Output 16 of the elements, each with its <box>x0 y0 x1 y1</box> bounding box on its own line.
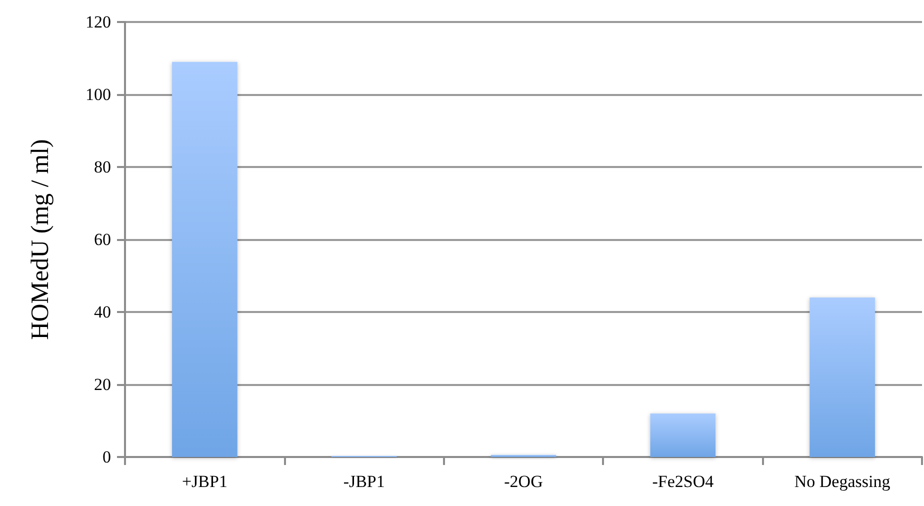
y-tick-label: 120 <box>86 12 111 32</box>
y-axis-title: HOMedU (mg / ml) <box>27 139 54 340</box>
bar <box>810 298 875 457</box>
x-tick-label: No Degassing <box>794 472 891 491</box>
y-tick-label: 40 <box>94 302 111 322</box>
y-tick-label: 20 <box>94 375 111 394</box>
y-tick-label: 60 <box>94 230 111 249</box>
bar <box>172 62 238 457</box>
bar <box>650 414 716 457</box>
x-tick-label: +JBP1 <box>182 472 228 491</box>
x-tick-label: -Fe2SO4 <box>652 472 714 491</box>
y-tick-label: 80 <box>94 158 111 176</box>
y-tick-label: 0 <box>102 448 111 466</box>
y-tick-label: 100 <box>86 85 111 104</box>
x-tick-label: -2OG <box>504 472 543 491</box>
x-tick-label: -JBP1 <box>343 472 385 491</box>
